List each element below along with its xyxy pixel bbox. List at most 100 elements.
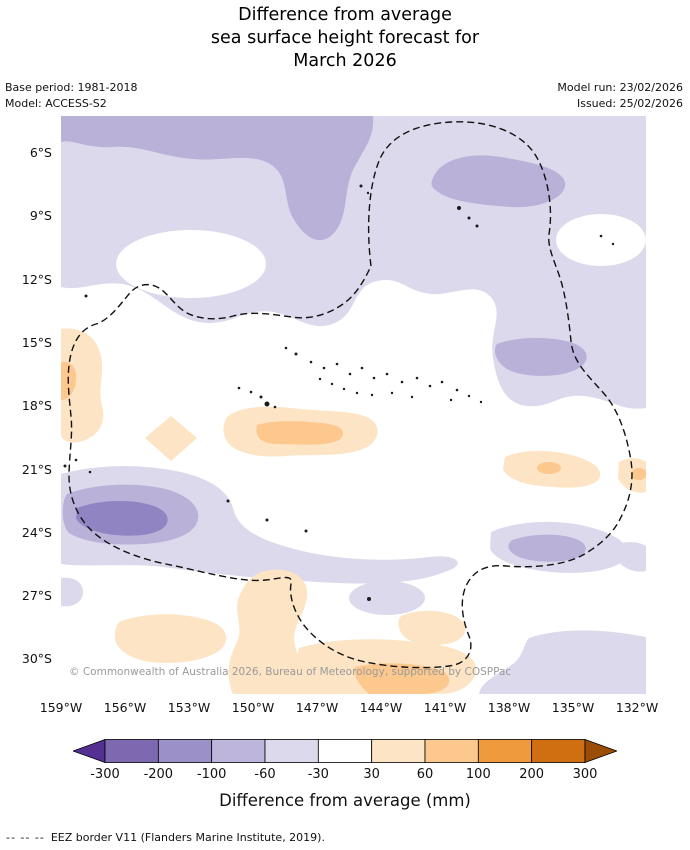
island-marker — [390, 391, 394, 395]
contour-region--60..-30 — [616, 542, 646, 572]
island-marker — [467, 216, 471, 220]
colorbar-tick-label: 100 — [465, 767, 491, 782]
island-marker — [457, 206, 461, 210]
colorbar-tick-label: 300 — [572, 767, 598, 782]
contour-region--100..-60 — [508, 534, 586, 562]
contour-region--200..-100 — [76, 500, 168, 536]
base-period-text: Base period: 1981-2018 — [5, 81, 138, 94]
colorbar-right-arrow — [584, 738, 619, 764]
island-marker — [294, 352, 298, 356]
island-marker — [237, 386, 241, 390]
colorbar-tick-label: 30 — [363, 767, 380, 782]
longitude-axis: 159°W 156°W 153°W 150°W 147°W 144°W 141°W 138°W… — [40, 700, 658, 716]
island-marker — [366, 191, 370, 195]
island-marker — [449, 398, 453, 402]
island-marker — [88, 470, 92, 474]
lat-tick-label: 24°S — [21, 524, 52, 540]
colorbar-ticks: -300 -200 -100 -60 -30 30 60 100 200 300 — [73, 767, 617, 783]
island-marker — [467, 394, 471, 398]
colorbar-label: Difference from average (mm) — [219, 791, 471, 810]
island-marker — [265, 518, 269, 522]
island-marker — [611, 242, 615, 246]
lon-tick-label: 132°W — [615, 700, 659, 715]
island-marker — [440, 380, 444, 384]
island-marker — [400, 380, 404, 384]
contour-region--100..-60 — [494, 337, 587, 376]
colorbar-tick-label: -60 — [254, 767, 276, 782]
island-marker — [304, 529, 308, 533]
island-marker — [335, 362, 339, 366]
lon-tick-label: 144°W — [359, 700, 403, 715]
latitude-axis: 6°S 9°S 12°S 15°S 18°S 21°S 24°S 27°S 30°S — [6, 116, 56, 694]
colorbar-segment — [317, 739, 373, 763]
island-marker — [322, 366, 326, 370]
contour-map-canvas — [61, 116, 646, 694]
island-marker — [385, 372, 389, 376]
lon-tick-label: 153°W — [167, 700, 211, 715]
copyright-watermark: © Commonwealth of Australia 2026, Bureau… — [69, 666, 512, 678]
island-marker — [359, 184, 363, 188]
colorbar-segment — [371, 739, 426, 763]
page-title: Difference from average sea surface heig… — [0, 4, 690, 73]
island-marker — [367, 597, 371, 601]
island-marker — [360, 366, 364, 370]
colorbar — [71, 738, 619, 764]
colorbar-canvas — [71, 738, 619, 764]
lon-tick-label: 135°W — [551, 700, 595, 715]
title-line-2: sea surface height forecast for — [210, 28, 480, 48]
lon-tick-label: 156°W — [103, 700, 147, 715]
title-line-3: March 2026 — [293, 51, 397, 71]
colorbar-tick-label: -100 — [196, 767, 227, 782]
eez-dash-sample: -- -- -- — [6, 831, 45, 844]
contour-region-white-oval — [556, 214, 646, 266]
contour-region--60..-30 — [61, 577, 83, 607]
title-line-1: Difference from average — [238, 5, 452, 25]
lat-tick-label: 30°S — [21, 651, 52, 667]
island-marker — [475, 224, 479, 228]
lat-tick-label: 9°S — [29, 208, 52, 224]
contour-region-30..60 — [115, 614, 227, 663]
lat-tick-label: 18°S — [21, 398, 52, 414]
contour-region-white-notch — [116, 230, 266, 298]
contour-region-60..100 — [256, 421, 344, 445]
island-marker — [84, 294, 88, 298]
colorbar-tick-label: 60 — [416, 767, 434, 782]
meta-right: Model run: 23/02/2026 Issued: 25/02/2026 — [557, 80, 683, 112]
forecast-map: © Commonwealth of Australia 2026, Bureau… — [61, 116, 646, 694]
model-run-text: Model run: 23/02/2026 — [557, 81, 683, 94]
contour-region-30..60 — [61, 328, 104, 443]
island-marker — [63, 464, 67, 468]
contour-region-60..100 — [537, 462, 561, 474]
island-marker — [342, 387, 346, 391]
contour-region--60..-30 — [479, 630, 646, 694]
lat-tick-label: 27°S — [21, 588, 52, 604]
lat-tick-label: 15°S — [21, 334, 52, 350]
meta-left: Base period: 1981-2018 Model: ACCESS-S2 — [5, 80, 137, 112]
lon-tick-label: 141°W — [423, 700, 467, 715]
island-marker — [455, 388, 459, 392]
contour-region-30..60 — [145, 416, 197, 461]
island-marker — [599, 234, 603, 238]
colorbar-segment — [104, 739, 159, 763]
eez-note-text: EEZ border V11 (Flanders Marine Institut… — [50, 831, 325, 844]
issued-text: Issued: 25/02/2026 — [576, 97, 683, 110]
island-marker — [428, 384, 432, 388]
colorbar-segment — [424, 739, 479, 763]
island-marker — [259, 395, 263, 399]
eez-legend: -- -- -- EEZ border V11 (Flanders Marine… — [6, 831, 325, 844]
contour-region--100..-60 — [61, 116, 374, 241]
contour-region-60..100 — [354, 663, 450, 694]
colorbar-tick-label: -200 — [143, 767, 174, 782]
colorbar-segment — [211, 739, 266, 763]
colorbar-tick-label: 200 — [519, 767, 545, 782]
island-marker — [330, 382, 334, 386]
island-marker — [372, 376, 376, 380]
lat-tick-label: 6°S — [29, 145, 52, 160]
island-marker — [273, 405, 277, 409]
contour-region--60..-30 — [349, 580, 425, 616]
lon-tick-label: 159°W — [39, 700, 83, 715]
island-marker — [249, 390, 253, 394]
lon-tick-label: 138°W — [487, 700, 531, 715]
island-marker — [74, 458, 78, 462]
eez-border-line — [67, 121, 633, 669]
